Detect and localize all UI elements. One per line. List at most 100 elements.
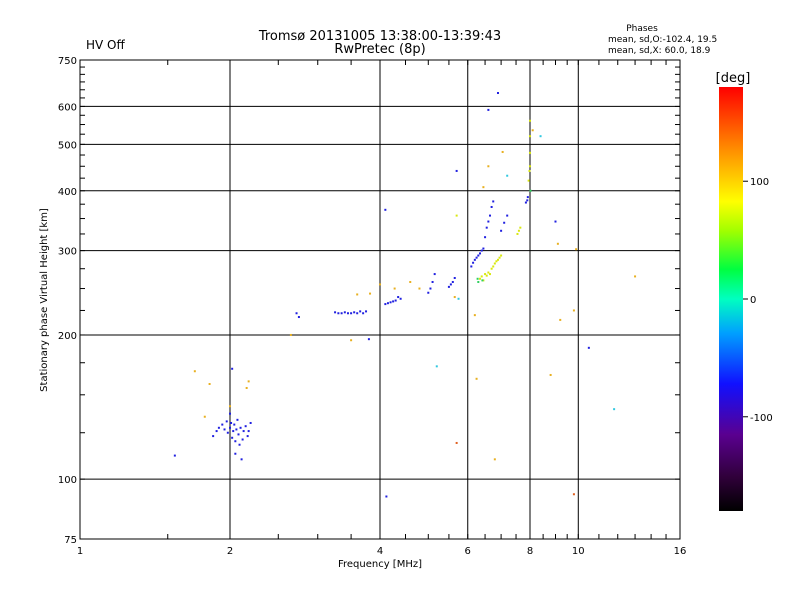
- data-point: [429, 287, 432, 290]
- x-tick-label: 2: [227, 546, 233, 557]
- plot-area: [79, 59, 681, 540]
- colorbar-tick-label: -100: [750, 413, 773, 424]
- data-point: [480, 249, 483, 252]
- y-tick-label: 750: [58, 56, 77, 67]
- data-point: [479, 277, 482, 280]
- data-point: [435, 365, 438, 368]
- data-point: [356, 293, 359, 296]
- data-point: [587, 346, 590, 349]
- data-point: [229, 405, 231, 408]
- data-point: [500, 229, 503, 232]
- data-point: [234, 452, 237, 455]
- data-point: [203, 415, 206, 418]
- data-point: [234, 440, 237, 443]
- data-point: [418, 287, 421, 290]
- data-point: [527, 179, 530, 182]
- data-point: [334, 311, 337, 314]
- phases-title: Phases: [626, 24, 658, 34]
- data-point: [475, 256, 478, 259]
- phases-x-stats: mean, sd,X: 60.0, 18.9: [608, 46, 711, 56]
- data-point: [369, 292, 372, 295]
- data-point: [501, 150, 504, 153]
- data-point: [455, 441, 458, 444]
- data-point: [457, 297, 460, 300]
- data-point: [384, 303, 387, 306]
- data-point: [506, 174, 509, 177]
- y-tick-label: 600: [58, 102, 77, 113]
- data-point: [236, 418, 239, 421]
- data-point: [529, 119, 531, 122]
- data-point: [427, 291, 430, 294]
- data-point: [529, 165, 531, 168]
- data-point: [487, 108, 490, 111]
- data-point: [244, 425, 247, 428]
- data-point: [516, 232, 519, 235]
- data-point: [233, 423, 236, 426]
- data-point: [392, 300, 395, 303]
- data-point: [613, 408, 616, 411]
- data-point: [289, 333, 292, 336]
- y-tick-labels: 75 100 200 300 400 500 600 750: [58, 56, 77, 546]
- data-point: [477, 254, 480, 257]
- data-point: [506, 214, 509, 217]
- data-point: [487, 271, 490, 274]
- y-tick-label: 500: [58, 140, 77, 151]
- data-point: [221, 423, 224, 426]
- data-point: [399, 297, 402, 300]
- data-point: [337, 312, 340, 315]
- data-point: [451, 280, 454, 283]
- data-point: [238, 443, 241, 446]
- x-axis-label: Frequency [MHz]: [338, 559, 422, 570]
- data-point: [549, 373, 552, 376]
- data-point: [240, 458, 243, 461]
- data-point: [482, 186, 485, 189]
- data-point: [449, 283, 452, 286]
- data-point: [529, 189, 532, 192]
- data-point: [173, 454, 176, 457]
- y-axis-label: Stationary phase Virtual Height [km]: [39, 208, 50, 392]
- data-point: [476, 277, 479, 280]
- data-point: [246, 435, 249, 438]
- data-point: [498, 256, 501, 259]
- data-point: [484, 273, 487, 276]
- y-tick-label: 100: [58, 475, 77, 486]
- data-point: [495, 260, 498, 263]
- data-point: [229, 426, 231, 429]
- data-point: [239, 426, 242, 429]
- data-point: [229, 412, 231, 415]
- data-point: [362, 312, 365, 315]
- data-point: [242, 430, 245, 433]
- data-point: [340, 312, 343, 315]
- hv-status: HV Off: [86, 38, 125, 52]
- data-point: [485, 274, 488, 277]
- data-point: [539, 135, 542, 138]
- data-point: [365, 310, 368, 313]
- data-point: [232, 430, 235, 433]
- data-point: [572, 493, 575, 496]
- colorbar-gradient: [719, 87, 743, 511]
- data-point: [225, 420, 228, 423]
- data-point: [455, 169, 458, 172]
- data-point: [386, 302, 389, 305]
- data-point: [572, 309, 575, 312]
- colorbar: [deg] 100 0 -100: [716, 71, 773, 511]
- data-point: [517, 229, 520, 232]
- x-tick-label: 6: [465, 546, 471, 557]
- colorbar-tick-label: 0: [750, 295, 756, 306]
- data-point: [433, 273, 436, 276]
- data-point: [490, 267, 493, 270]
- data-point: [350, 312, 353, 315]
- y-tick-label: 400: [58, 187, 77, 198]
- data-point: [455, 214, 458, 217]
- data-point: [295, 312, 298, 315]
- x-tick-label: 1: [77, 546, 83, 557]
- data-point: [529, 151, 531, 154]
- data-point: [531, 129, 534, 132]
- data-point: [343, 311, 346, 314]
- data-point: [487, 165, 490, 168]
- data-points: [173, 91, 637, 498]
- data-point: [634, 275, 637, 278]
- data-point: [389, 301, 392, 304]
- data-point: [353, 311, 356, 314]
